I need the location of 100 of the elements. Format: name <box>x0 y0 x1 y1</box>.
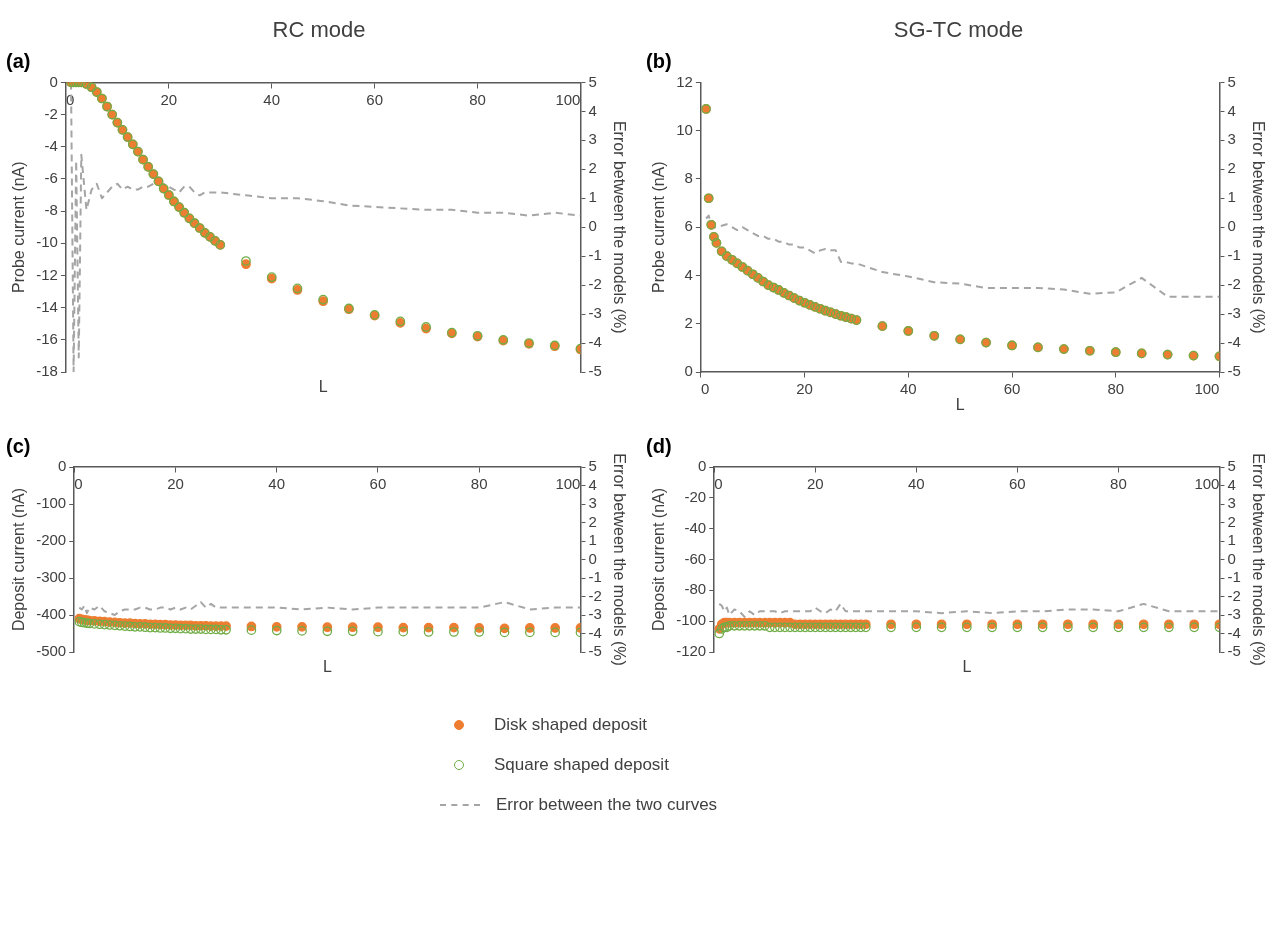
x-tick-label: 0 <box>74 475 83 493</box>
y-tick-label: 8 <box>684 169 693 187</box>
x-tick-label: 20 <box>167 475 184 493</box>
y-tick-label: -10 <box>36 233 58 251</box>
x-tick-label: 20 <box>806 475 824 493</box>
y2-tick-label: 5 <box>588 72 597 90</box>
y-tick-label: -300 <box>36 568 67 586</box>
y-tick-label: 2 <box>684 313 693 331</box>
y2-tick-label: 3 <box>1227 494 1236 512</box>
y-tick-label: -40 <box>684 518 707 536</box>
y-tick-label: -80 <box>684 580 707 598</box>
y2-tick-label: 5 <box>1227 457 1236 475</box>
y2-axis-title: Error between the models (%) <box>1249 120 1267 334</box>
y2-tick-label: 0 <box>1227 549 1236 567</box>
y2-tick-label: 0 <box>588 217 597 235</box>
x-tick-label: 0 <box>714 475 723 493</box>
y-tick-label: -4 <box>44 136 58 154</box>
y2-tick-label: -4 <box>1227 623 1241 641</box>
y-tick-label: -200 <box>36 531 67 549</box>
y2-tick-label: 2 <box>588 159 597 177</box>
x-tick-label: 40 <box>899 380 917 398</box>
x-tick-label: 80 <box>469 90 486 108</box>
x-tick-label: 20 <box>160 90 178 108</box>
y2-tick-label: -5 <box>1227 362 1241 380</box>
y2-tick-label: -2 <box>1227 275 1241 293</box>
chart-subtitle: (a) <box>6 49 31 72</box>
y-tick-label: 12 <box>676 72 693 90</box>
y-tick-label: -6 <box>44 169 58 187</box>
y-tick-label: 0 <box>697 457 707 475</box>
y-tick-label: -500 <box>36 642 67 660</box>
y-tick-label: -400 <box>36 605 67 623</box>
chart-title: SG-TC mode <box>893 17 1024 43</box>
x-axis-title: L <box>322 658 332 676</box>
y2-axis-title: Error between the models (%) <box>610 120 628 334</box>
chart-subtitle: (c) <box>6 434 31 457</box>
y2-tick-label: -1 <box>1227 246 1241 264</box>
y-tick-label: -60 <box>684 549 707 567</box>
x-axis-title: L <box>318 378 328 396</box>
y-tick-label: -120 <box>676 642 707 660</box>
y2-tick-label: -2 <box>588 275 602 293</box>
y2-tick-label: -3 <box>1227 304 1241 322</box>
legend-label: Disk shaped deposit <box>494 715 648 735</box>
legend-label: Square shaped deposit <box>494 755 669 775</box>
x-tick-label: 60 <box>369 475 387 493</box>
y-tick-label: 6 <box>684 217 693 235</box>
y-tick-label: -8 <box>44 201 58 219</box>
y-axis-title: Deposit current (nA) <box>650 487 668 632</box>
x-axis-title: L <box>962 658 972 676</box>
y-tick-label: -14 <box>36 297 58 315</box>
y-tick-label: -2 <box>44 104 58 122</box>
y-tick-label: -18 <box>36 362 58 380</box>
x-tick-label: 100 <box>1194 380 1220 398</box>
y-tick-label: -100 <box>676 611 707 629</box>
y2-tick-label: 5 <box>588 457 597 475</box>
y2-tick-label: -1 <box>588 246 602 264</box>
x-tick-label: 60 <box>1009 475 1026 493</box>
x-tick-label: 40 <box>268 475 286 493</box>
y2-tick-label: -3 <box>588 605 602 623</box>
y2-tick-label: -4 <box>588 623 602 641</box>
y2-tick-label: 1 <box>588 188 597 206</box>
x-tick-label: 100 <box>1194 475 1220 493</box>
y-axis-title: Probe current (nA) <box>10 161 28 293</box>
chart-subtitle: (d) <box>646 434 672 457</box>
y2-tick-label: 0 <box>588 549 597 567</box>
y2-tick-label: 3 <box>588 494 597 512</box>
x-tick-label: 80 <box>1107 380 1125 398</box>
y2-tick-label: 1 <box>1227 188 1236 206</box>
y2-tick-label: 1 <box>1227 531 1236 549</box>
x-tick-label: 40 <box>263 90 281 108</box>
y2-tick-label: -5 <box>588 642 602 660</box>
y2-tick-label: -3 <box>1227 605 1241 623</box>
y2-tick-label: 4 <box>588 101 597 119</box>
y2-tick-label: -3 <box>588 304 602 322</box>
y2-tick-label: 2 <box>588 512 597 530</box>
y-tick-label: 4 <box>684 265 693 283</box>
y2-axis-title: Error between the models (%) <box>1249 453 1267 666</box>
y2-tick-label: -1 <box>1227 568 1241 586</box>
y-tick-label: 0 <box>49 72 58 90</box>
y2-tick-label: 4 <box>1227 475 1236 493</box>
y2-tick-label: 5 <box>1227 72 1236 90</box>
y2-tick-label: -1 <box>588 568 602 586</box>
y-tick-label: 0 <box>57 457 67 475</box>
x-tick-label: 100 <box>555 90 581 108</box>
x-tick-label: 80 <box>1110 475 1127 493</box>
y-tick-label: -16 <box>36 329 58 347</box>
y2-tick-label: -4 <box>1227 333 1241 351</box>
x-tick-label: 20 <box>796 380 813 398</box>
y2-tick-label: 3 <box>588 130 597 148</box>
y2-tick-label: -5 <box>588 362 602 380</box>
y2-tick-label: 0 <box>1227 217 1236 235</box>
y-axis-title: Probe current (nA) <box>650 161 668 293</box>
legend-label: Error between the two curves <box>496 795 718 815</box>
y-tick-label: 10 <box>676 120 693 138</box>
x-tick-label: 40 <box>907 475 925 493</box>
chart-subtitle: (b) <box>646 49 672 72</box>
y2-tick-label: -4 <box>588 333 602 351</box>
x-tick-label: 60 <box>366 90 383 108</box>
y2-tick-label: 2 <box>1227 159 1236 177</box>
y-tick-label: 0 <box>684 362 693 380</box>
y-tick-label: -12 <box>36 265 58 283</box>
